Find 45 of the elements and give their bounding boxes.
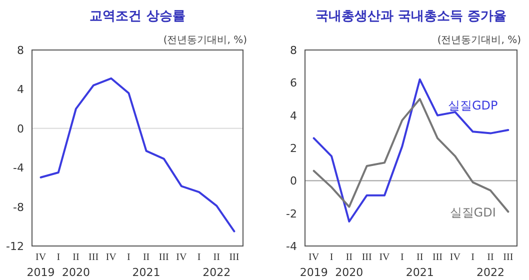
x-tick-label: I: [197, 252, 201, 263]
x-tick-label: II 2021: [406, 252, 434, 279]
y-tick-label: 4: [290, 109, 297, 122]
series-label: 실질GDP: [448, 98, 498, 113]
x-tick-label: I: [56, 252, 60, 263]
x-tick-label: II 2021: [132, 252, 160, 279]
chart-title: 국내총생산과 국내총소득 증가율: [315, 9, 507, 24]
x-tick-label: IV: [379, 252, 391, 263]
x-tick-label: IV: [106, 252, 118, 263]
x-tick-label: II 2020: [62, 252, 90, 279]
x-tick-label: III: [229, 252, 240, 263]
y-tick-label: 2: [290, 142, 297, 155]
y-tick-label: -8: [13, 200, 24, 214]
y-tick-label: -4: [13, 162, 24, 175]
line-series: [312, 78, 510, 222]
x-tick-label: II 2020: [335, 252, 364, 279]
y-tick-label: 0: [17, 122, 24, 136]
x-tick-label: I: [330, 252, 334, 263]
x-tick-label: III: [503, 252, 514, 263]
x-tick-label: II 2022: [202, 252, 231, 279]
x-tick-label: I: [400, 252, 404, 263]
x-tick-label: IV 2019: [300, 252, 328, 279]
y-axis-title: (전년동기대비, %): [163, 35, 248, 46]
y-tick-label: -12: [6, 240, 24, 253]
line-series: [40, 77, 236, 232]
x-tick-label: III: [88, 252, 99, 263]
y-tick-label: -2: [286, 207, 297, 220]
x-tick-label: III: [362, 252, 372, 263]
chart-title: 교역조건 상승률: [90, 9, 186, 24]
x-tick-label: III: [432, 252, 442, 263]
y-tick-label: 8: [290, 44, 297, 57]
x-tick-label: I: [471, 252, 475, 263]
y-tick-label: 0: [290, 174, 297, 188]
y-axis-title: (전년동기대비, %): [437, 35, 522, 46]
series-label: 실질GDI: [450, 205, 496, 220]
y-tick-label: 4: [17, 83, 24, 96]
y-tick-label: 8: [17, 44, 24, 57]
y-tick-label: -4: [286, 240, 297, 253]
x-tick-label: IV 2019: [26, 252, 55, 279]
y-tick-label: 6: [290, 76, 297, 90]
x-tick-label: IV: [176, 252, 188, 263]
x-tick-label: IV: [450, 252, 462, 263]
x-tick-label: II 2022: [476, 252, 504, 279]
x-tick-label: III: [158, 252, 169, 263]
x-tick-label: I: [127, 252, 130, 263]
